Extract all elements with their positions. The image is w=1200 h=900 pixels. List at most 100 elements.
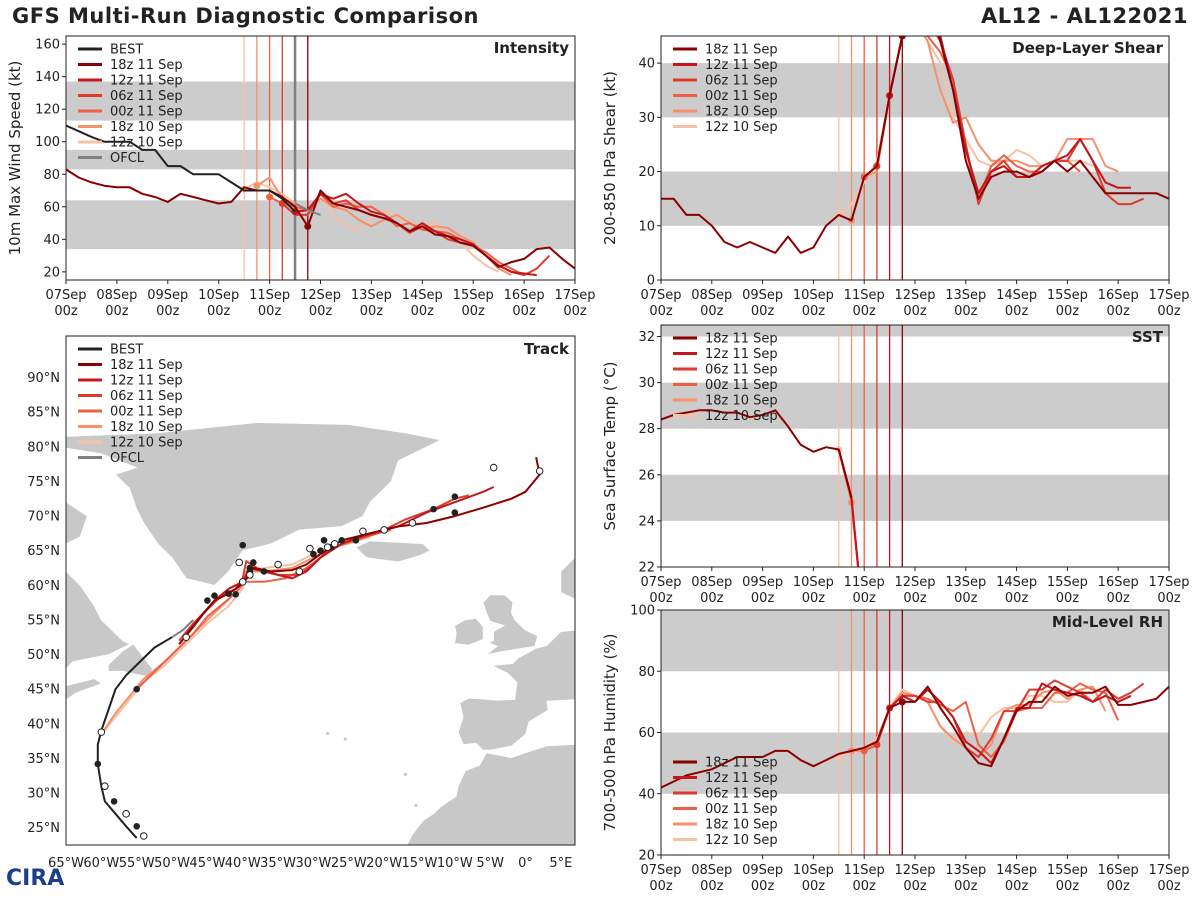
sst-xtick-label: 00z	[1157, 591, 1181, 606]
track-ytick-label: 40°N	[27, 717, 60, 732]
shear-xtick-label: 00z	[954, 304, 978, 319]
labrador-landmass	[66, 571, 131, 669]
intensity-title: Intensity	[494, 39, 570, 57]
shear-xtick-label: 00z	[1157, 304, 1181, 319]
rh-xtick-label: 12Sep	[894, 863, 935, 878]
track-ytick-label: 35°N	[27, 752, 60, 767]
track-marker-filled	[310, 550, 317, 558]
intensity-xtick-label: 17Sep	[554, 288, 595, 303]
track-marker-filled	[320, 536, 328, 544]
rh-xtick-label: 00z	[1056, 879, 1080, 894]
intensity-xtick-label: 00z	[563, 304, 587, 319]
intensity-xtick-label: 00z	[309, 304, 333, 319]
track-xtick-label: 30°W	[295, 856, 331, 871]
rh-xtick-label: 00z	[751, 879, 775, 894]
rh-xtick-label: 16Sep	[1098, 863, 1139, 878]
intensity-ytick-label: 20	[43, 265, 60, 280]
shear-series-18z-11-sep	[661, 36, 1169, 254]
track-plot-area	[66, 422, 575, 845]
sst-xtick-label: 00z	[1107, 591, 1131, 606]
track-xtick-label: 5°E	[549, 856, 572, 871]
intensity-ytick-label: 120	[35, 103, 60, 118]
shear-xtick-label: 11Sep	[844, 288, 885, 303]
track-ytick-label: 70°N	[27, 510, 60, 525]
intensity-legend-label-06z-11-sep: 06z 11 Sep	[110, 89, 183, 104]
track-marker-open	[235, 558, 244, 567]
sst-xtick-label: 14Sep	[996, 575, 1037, 590]
track-marker-filled	[260, 568, 268, 575]
shear-xtick-label: 00z	[1005, 304, 1029, 319]
track-marker-open	[306, 544, 314, 553]
intensity-ytick-label: 60	[43, 200, 60, 215]
sst-xtick-label: 00z	[700, 591, 724, 606]
intensity-legend-label-12z-10-sep: 12z 10 Sep	[110, 136, 183, 151]
shear-plot-area	[661, 36, 1169, 280]
sst-legend-label-18z-10-sep: 18z 10 Sep	[705, 394, 778, 409]
sst-xtick-label: 16Sep	[1098, 575, 1139, 590]
intensity-legend-label-18z-11-sep: 18z 11 Sep	[110, 58, 183, 73]
track-marker-open	[139, 832, 148, 840]
track-xtick-label: 20°W	[366, 856, 402, 871]
track-marker-open	[330, 539, 339, 548]
shear-legend-label-12z-11-sep: 12z 11 Sep	[705, 58, 778, 73]
island-speck	[403, 772, 407, 776]
sst-xtick-label: 00z	[1056, 591, 1080, 606]
track-marker-open	[535, 467, 544, 475]
track-marker-filled	[250, 559, 257, 566]
track-ytick-label: 65°N	[27, 544, 60, 559]
sst-ytick-label: 32	[638, 330, 655, 345]
cira-logo: CIRA	[6, 866, 65, 891]
ireland-landmass	[454, 618, 484, 646]
track-ytick-label: 90°N	[27, 371, 60, 386]
intensity-xtick-label: 16Sep	[504, 288, 545, 303]
sst-xtick-label: 15Sep	[1047, 575, 1088, 590]
track-marker-open	[274, 560, 282, 569]
track-marker-open	[101, 782, 109, 790]
shear-ytick-label: 40	[638, 57, 655, 72]
track-marker-open	[380, 526, 388, 534]
rh-legend-label-18z-11-sep: 18z 11 Sep	[705, 756, 778, 771]
track-xtick-label: 35°W	[260, 856, 296, 871]
rh-xtick-label: 00z	[903, 879, 927, 894]
intensity-xtick-label: 00z	[360, 304, 384, 319]
sst-xtick-label: 00z	[649, 591, 673, 606]
shear-xtick-label: 00z	[751, 304, 775, 319]
rh-xtick-label: 00z	[853, 879, 877, 894]
rh-xtick-label: 00z	[700, 879, 724, 894]
intensity-band-0	[66, 200, 575, 250]
track-xtick-label: 5°W	[476, 856, 504, 871]
track-legend-label-best: BEST	[110, 343, 143, 358]
sst-xtick-label: 07Sep	[640, 575, 681, 590]
shear-series-06z-11-sep	[875, 36, 1144, 206]
track-xtick-label: 25°W	[331, 856, 367, 871]
shear-legend-label-18z-10-sep: 18z 10 Sep	[705, 105, 778, 120]
track-xtick-label: 45°W	[189, 856, 225, 871]
track-legend-label-ofcl: OFCL	[110, 451, 145, 466]
sst-xtick-label: 09Sep	[742, 575, 783, 590]
shear-xtick-label: 00z	[903, 304, 927, 319]
intensity-legend-label-00z-11-sep: 00z 11 Sep	[110, 105, 183, 120]
shear-xtick-label: 08Sep	[691, 288, 732, 303]
track-series-18z-11-sep	[178, 456, 541, 645]
intensity-xtick-label: 00z	[411, 304, 435, 319]
rh-xtick-label: 08Sep	[691, 863, 732, 878]
rh-init-marker-18z-11-sep	[898, 698, 906, 706]
track-marker-filled	[451, 493, 459, 500]
track-xtick-label: 40°W	[225, 856, 261, 871]
rh-ytick-label: 100	[630, 604, 655, 619]
shear-xtick-label: 10Sep	[793, 288, 834, 303]
intensity-legend-label-18z-10-sep: 18z 10 Sep	[110, 120, 183, 135]
sst-xtick-label: 13Sep	[945, 575, 986, 590]
sst-series-18z-11-sep	[661, 409, 853, 499]
intensity-ytick-label: 40	[43, 233, 60, 248]
shear-init-marker-18z-11-sep	[898, 36, 906, 40]
sst-legend-label-06z-11-sep: 06z 11 Sep	[705, 363, 778, 378]
intensity-ylabel: 10m Max Wind Speed (kt)	[6, 61, 24, 256]
shear-legend-label-18z-11-sep: 18z 11 Sep	[705, 43, 778, 58]
shear-xtick-label: 14Sep	[996, 288, 1037, 303]
track-ytick-label: 75°N	[27, 475, 60, 490]
track-marker-filled	[451, 509, 459, 516]
track-marker-open	[246, 571, 254, 579]
intensity-ytick-label: 140	[35, 70, 60, 85]
